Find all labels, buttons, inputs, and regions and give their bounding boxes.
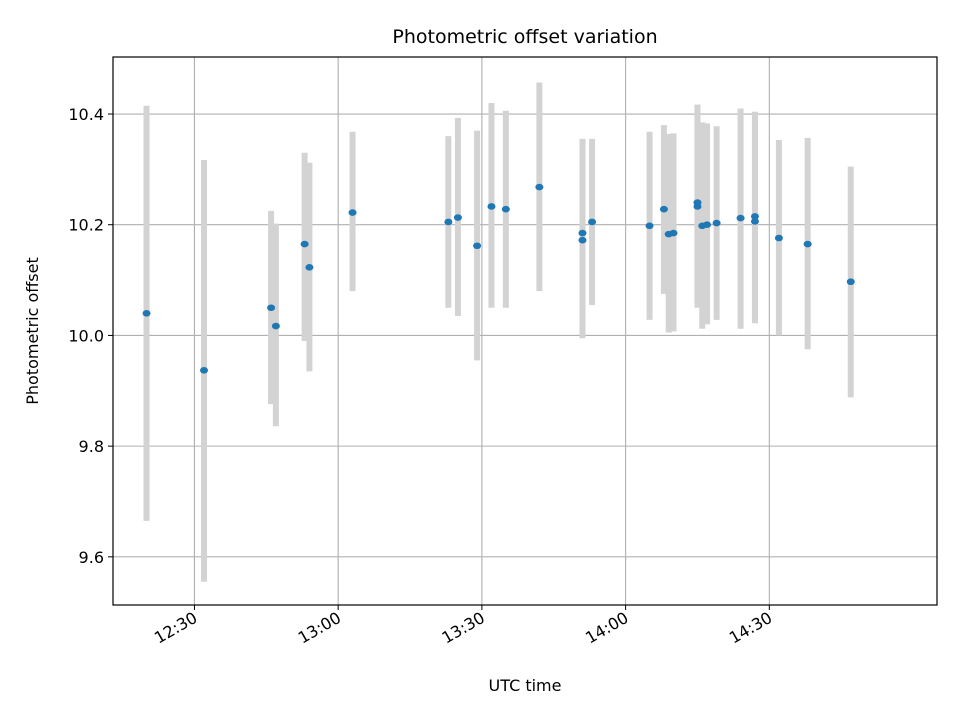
data-point [750, 213, 759, 220]
data-point [659, 205, 668, 213]
data-point [300, 240, 309, 248]
y-tick-label: 10.4 [68, 105, 104, 124]
data-point [774, 234, 783, 242]
data-point [487, 203, 496, 210]
data-point [271, 322, 280, 330]
data-point [669, 229, 678, 237]
data-point [578, 229, 587, 237]
y-axis-title: Photometric offset [23, 257, 42, 405]
data-point [712, 219, 721, 227]
data-point [535, 183, 544, 191]
data-point [693, 199, 702, 206]
data-point [200, 367, 209, 374]
data-point [267, 304, 276, 312]
grid-lines [113, 57, 937, 605]
data-point [444, 218, 453, 226]
data-point [703, 221, 712, 229]
y-tick-label: 9.8 [79, 437, 104, 456]
data-point [453, 214, 462, 221]
y-tick-label: 10.0 [68, 326, 104, 345]
y-axis: 9.6 9.8 10.0 10.2 10.4 [68, 105, 113, 567]
data-point [750, 218, 759, 225]
y-tick-label: 9.6 [79, 548, 104, 567]
data-point [348, 209, 357, 216]
data-point [305, 264, 314, 271]
y-tick-label: 10.2 [68, 216, 104, 235]
data-point [803, 240, 812, 248]
data-points [142, 183, 855, 374]
data-point [578, 236, 587, 244]
plot-frame [112, 56, 938, 606]
data-point [501, 205, 510, 213]
x-axis-title: UTC time [489, 676, 562, 695]
chart-title: Photometric offset variation [392, 26, 657, 48]
data-point [588, 218, 597, 226]
data-point [473, 242, 482, 250]
data-point [736, 214, 745, 222]
data-point [645, 222, 654, 230]
data-point [142, 309, 151, 317]
data-point [846, 278, 855, 286]
